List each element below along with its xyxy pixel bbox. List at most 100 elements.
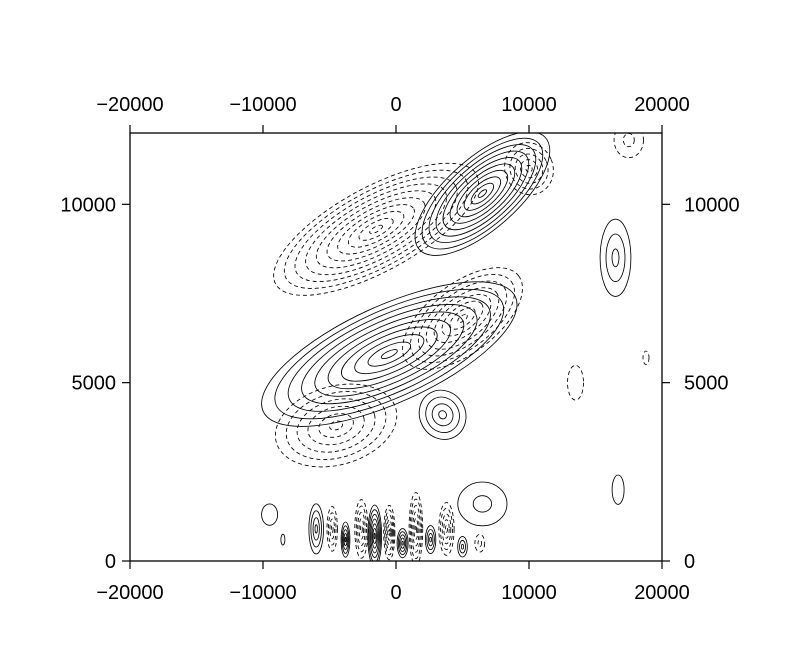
contour-negative-9-level-0 bbox=[567, 364, 584, 401]
contour-positive-0-level-8 bbox=[421, 137, 544, 250]
contour-positive-0-level-9 bbox=[414, 133, 551, 256]
contour-negative-10-level-0 bbox=[642, 350, 650, 365]
surface-contour-negative-5-level-2 bbox=[386, 519, 393, 546]
contour-negative-4-level-4 bbox=[425, 287, 500, 350]
surface-contour-positive-4-level-1 bbox=[372, 528, 377, 544]
surface-contour-positive-2-level-0 bbox=[344, 536, 347, 543]
contour-negative-2-level-3 bbox=[509, 147, 549, 190]
surface-contour-negative-9-level-1 bbox=[443, 519, 450, 539]
surface-contour-negative-7-level-4 bbox=[409, 498, 422, 560]
contour-positive-3-level-4 bbox=[327, 319, 451, 390]
contour-negative-4-level-7 bbox=[402, 267, 523, 370]
contour-negative-1-level-1 bbox=[358, 217, 394, 241]
axis-tick-labels: −20000 −20000 −10000 −10000 0 0 10000 10000 2000… bbox=[60, 94, 739, 604]
surface-contour-positive-10-level-1 bbox=[459, 539, 466, 554]
surface-contour-positive-12-level-0 bbox=[280, 533, 286, 546]
contour-positive-7-level-2 bbox=[599, 218, 632, 297]
contour-negative-5-level-2 bbox=[307, 405, 365, 446]
contour-positive-3-level-5 bbox=[314, 311, 465, 397]
surface-contour-negative-3-level-1 bbox=[358, 518, 365, 540]
surface-contour-positive-2-level-1 bbox=[343, 533, 348, 547]
contour-positive-3-level-6 bbox=[301, 304, 478, 405]
x-tick-label-top-1: −10000 bbox=[229, 94, 296, 116]
surface-contour-negative-3-level-2 bbox=[357, 511, 366, 546]
contour-negative-5-level-0 bbox=[329, 420, 344, 431]
contour-negative-4-level-0 bbox=[457, 314, 468, 323]
contour-positive-0-level-6 bbox=[435, 150, 530, 237]
contour-positive-0-level-1 bbox=[470, 182, 495, 205]
surface-contour-positive-6-level-0 bbox=[401, 540, 404, 546]
contour-negative-4-level-5 bbox=[417, 280, 508, 357]
contour-positive-0-level-7 bbox=[428, 144, 537, 244]
x-tick-label-bottom-1: −10000 bbox=[229, 582, 296, 604]
surface-contour-negative-3-level-4 bbox=[354, 499, 369, 559]
contour-negative-2-level-0 bbox=[525, 164, 533, 173]
contour-negative-8-level-1 bbox=[613, 133, 644, 159]
surface-contour-negative-3-level-0 bbox=[360, 524, 363, 534]
contour-negative-2-level-2 bbox=[514, 153, 544, 184]
surface-contour-positive-6-level-4 bbox=[396, 528, 409, 559]
contour-positive-3-level-1 bbox=[367, 341, 412, 367]
contour-negative-1-level-5 bbox=[315, 190, 437, 269]
contour-negative-1-level-2 bbox=[347, 210, 405, 248]
x-tick-label-top-4: 20000 bbox=[634, 94, 690, 116]
x-tick-label-bottom-4: 20000 bbox=[634, 582, 690, 604]
contour-negative-1-level-7 bbox=[294, 176, 458, 282]
surface-contour-negative-9-level-2 bbox=[441, 513, 452, 545]
surface-contour-positive-8-level-3 bbox=[424, 525, 437, 555]
contour-negative-4-level-6 bbox=[410, 273, 515, 364]
contour-negative-5-level-3 bbox=[296, 398, 376, 453]
contour-positive-7-level-1 bbox=[605, 233, 626, 283]
surface-contour-negative-7-level-2 bbox=[412, 511, 420, 547]
surface-contour-negative-7-level-3 bbox=[411, 505, 421, 553]
surface-contour-positive-0-level-2 bbox=[310, 510, 322, 548]
surface-contour-positive-4-level-4 bbox=[369, 513, 380, 559]
surface-contour-negative-11-level-1 bbox=[474, 533, 486, 553]
surface-contour-positive-4-level-0 bbox=[373, 532, 376, 540]
surface-contour-negative-1-level-2 bbox=[327, 512, 337, 546]
x-tick-label-bottom-2: 0 bbox=[390, 582, 401, 604]
contour-negative-5-level-4 bbox=[285, 391, 387, 460]
x-tick-label-top-2: 0 bbox=[390, 94, 401, 116]
contour-negative-8-level-0 bbox=[622, 133, 635, 148]
contour-positive-13-level-0 bbox=[472, 495, 493, 513]
contour-negative-5-level-5 bbox=[274, 383, 398, 468]
contour-positive-6-level-1 bbox=[431, 403, 454, 427]
contour-positive-0-level-4 bbox=[449, 163, 516, 224]
surface-contour-negative-5-level-0 bbox=[388, 529, 391, 536]
surface-contour-negative-5-level-1 bbox=[387, 524, 392, 541]
surface-contour-positive-8-level-0 bbox=[429, 536, 432, 543]
surface-contour-negative-5-level-3 bbox=[385, 514, 394, 551]
surface-contour-positive-4-level-2 bbox=[371, 523, 378, 549]
surface-contour-negative-5-level-4 bbox=[384, 509, 395, 556]
contour-positive-3-level-2 bbox=[354, 334, 425, 375]
surface-contour-positive-10-level-2 bbox=[457, 535, 468, 558]
contour-positive-0-level-5 bbox=[442, 157, 523, 231]
contour-negative-1-level-3 bbox=[337, 204, 415, 255]
contour-negative-2-level-1 bbox=[520, 159, 538, 179]
x-tick-label-top-3: 10000 bbox=[501, 94, 557, 116]
surface-contour-positive-0-level-3 bbox=[308, 503, 324, 555]
contour-positive-3-level-9 bbox=[261, 281, 518, 427]
contour-positive-6-level-3 bbox=[418, 389, 467, 440]
surface-contour-negative-9-level-3 bbox=[440, 507, 453, 550]
contour-negative-1-level-0 bbox=[369, 224, 383, 234]
contour-negative-4-level-3 bbox=[433, 294, 492, 343]
x-tick-label-bottom-3: 10000 bbox=[501, 582, 557, 604]
contour-positive-6-level-2 bbox=[425, 396, 460, 433]
contour-negative-2-level-4 bbox=[504, 142, 554, 196]
contour-positive-12-level-0 bbox=[261, 503, 279, 526]
contour-positive-3-level-8 bbox=[274, 288, 505, 420]
x-tick-label-bottom-0: −20000 bbox=[96, 582, 163, 604]
contour-negative-5-level-1 bbox=[318, 413, 354, 438]
surface-contour-negative-1-level-1 bbox=[329, 518, 335, 540]
surface-contour-negative-7-level-1 bbox=[413, 518, 419, 540]
y-tick-label-left-0: 0 bbox=[105, 551, 116, 573]
surface-contour-positive-6-level-2 bbox=[399, 534, 407, 552]
surface-contour-negative-9-level-4 bbox=[438, 502, 455, 556]
surface-contour-positive-0-level-0 bbox=[314, 524, 318, 534]
contour-negative-1-level-4 bbox=[326, 197, 426, 262]
surface-contour-positive-2-level-2 bbox=[342, 529, 349, 550]
contour-positive-7-level-0 bbox=[611, 248, 620, 268]
